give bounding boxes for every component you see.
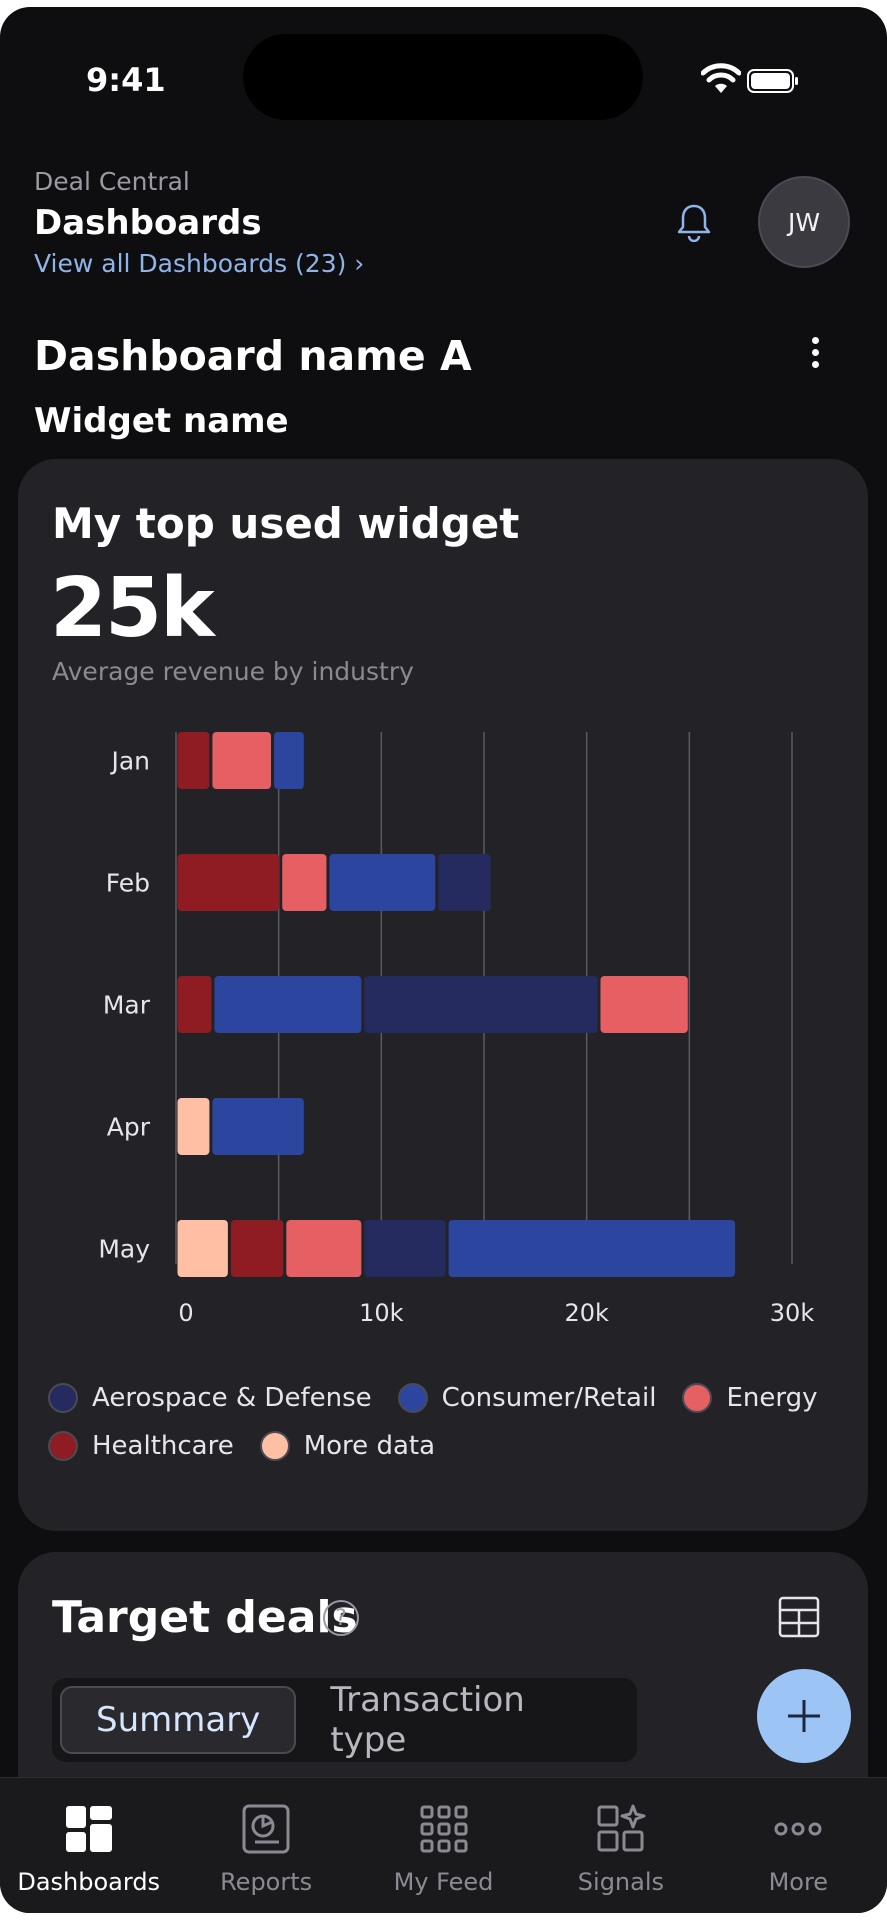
x-tick-label: 10k: [359, 1299, 404, 1327]
target-deals-title: Target deals: [52, 1592, 358, 1643]
segmented-control: Summary Transaction type: [52, 1678, 637, 1762]
top-widget-card[interactable]: My top used widget 25k Average revenue b…: [18, 459, 868, 1531]
signals-icon: [597, 1804, 646, 1852]
tab-dashboards[interactable]: Dashboards: [0, 1778, 177, 1913]
dashboards-icon: [65, 1806, 112, 1852]
more-dots-icon: [774, 1822, 822, 1836]
tab-label: Reports: [220, 1868, 313, 1896]
y-category-label: Feb: [106, 869, 150, 898]
chart-legend: Aerospace & Defense Consumer/Retail Energy…: [48, 1383, 848, 1479]
kebab-menu-icon[interactable]: [805, 337, 825, 373]
legend-label: Aerospace & Defense: [92, 1383, 372, 1413]
y-category-label: Mar: [103, 991, 151, 1020]
bar-segment: [364, 1220, 446, 1277]
legend-row: Healthcare More data: [48, 1431, 848, 1461]
bar-segment: [177, 1220, 228, 1277]
legend-label: More data: [303, 1431, 436, 1461]
tab-label: Dashboards: [17, 1868, 161, 1896]
bell-icon[interactable]: [676, 202, 712, 242]
legend-item: More data: [259, 1431, 436, 1461]
phone-screen: 9:41 Deal Central Dashboards View all Da…: [0, 7, 887, 1913]
bar-segment: [600, 976, 688, 1033]
bar-segment: [177, 976, 212, 1033]
help-icon[interactable]: ?: [323, 1600, 359, 1636]
tab-label: More: [768, 1868, 829, 1896]
bar-segment: [364, 976, 598, 1033]
widget-value: 25k: [50, 561, 215, 656]
tab-signals[interactable]: Signals: [532, 1778, 709, 1913]
legend-swatch: [48, 1383, 78, 1413]
legend-swatch: [397, 1383, 428, 1413]
bar-segment: [438, 854, 491, 911]
dashboard-name: Dashboard name A: [34, 332, 472, 380]
y-category-label: Apr: [107, 1113, 151, 1142]
bar-segment: [286, 1220, 362, 1277]
legend-label: Energy: [726, 1383, 818, 1413]
stacked-bar-chart: 0 10k 20k 30k Jan Feb Mar Apr May: [98, 732, 815, 1327]
avatar[interactable]: JW: [758, 176, 850, 268]
bar-segment: [212, 732, 272, 789]
bar-segment: [177, 854, 280, 911]
legend-label: Healthcare: [92, 1431, 234, 1461]
legend-item: Consumer/Retail: [397, 1383, 657, 1413]
y-category-label: Jan: [109, 747, 150, 776]
app-subtitle: Deal Central: [34, 167, 190, 196]
legend-item: Healthcare: [48, 1431, 234, 1461]
bottom-tab-bar: Dashboards Reports My Feed: [0, 1777, 887, 1913]
bar-segment: [448, 1220, 736, 1277]
segment-transaction-type[interactable]: Transaction type: [330, 1680, 525, 1760]
bar-segment: [177, 1098, 210, 1155]
tab-reports[interactable]: Reports: [177, 1778, 354, 1913]
legend-swatch: [48, 1431, 78, 1461]
segment-summary[interactable]: Summary: [60, 1686, 297, 1754]
tab-more[interactable]: More: [710, 1778, 887, 1913]
feed-grid-icon: [420, 1805, 468, 1853]
legend-row: Aerospace & Defense Consumer/Retail Energy: [48, 1383, 848, 1413]
bar-segment: [230, 1220, 284, 1277]
legend-label: Consumer/Retail: [441, 1383, 657, 1413]
legend-swatch: [682, 1383, 713, 1413]
legend-swatch: [259, 1431, 290, 1461]
tab-my-feed[interactable]: My Feed: [355, 1778, 532, 1913]
reports-icon: [242, 1804, 290, 1854]
widget-name: Widget name: [34, 401, 289, 441]
bar-segment: [212, 1098, 304, 1155]
plus-icon: [788, 1700, 820, 1732]
tab-label: Signals: [577, 1868, 665, 1896]
legend-item: Energy: [682, 1383, 817, 1413]
battery-icon: [747, 69, 798, 93]
bar-segment: [214, 976, 362, 1033]
dynamic-island: [243, 34, 643, 120]
x-tick-label: 0: [178, 1299, 193, 1327]
y-category-label: May: [98, 1235, 150, 1264]
add-fab-button[interactable]: [757, 1669, 851, 1763]
tab-label: My Feed: [393, 1868, 494, 1896]
wifi-icon: [701, 63, 741, 93]
status-time: 9:41: [86, 61, 166, 99]
widget-caption: Average revenue by industry: [52, 657, 414, 686]
bar-segment: [274, 732, 304, 789]
legend-item: Aerospace & Defense: [48, 1383, 372, 1413]
x-tick-label: 20k: [564, 1299, 609, 1327]
bar-segment: [282, 854, 327, 911]
x-tick-label: 30k: [770, 1299, 815, 1327]
table-view-icon[interactable]: [778, 1596, 820, 1638]
bar-segment: [329, 854, 436, 911]
widget-title: My top used widget: [52, 499, 520, 548]
app-title: Dashboards: [34, 203, 262, 243]
view-all-dashboards-link[interactable]: View all Dashboards (23) ›: [34, 249, 365, 278]
bar-segment: [177, 732, 210, 789]
